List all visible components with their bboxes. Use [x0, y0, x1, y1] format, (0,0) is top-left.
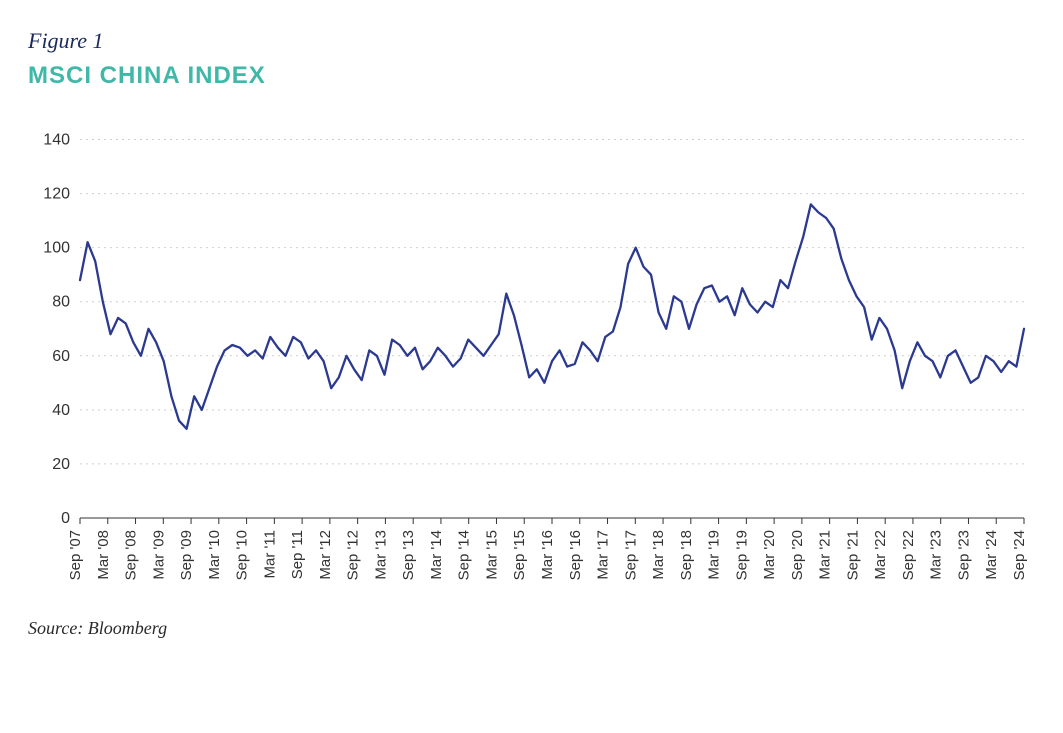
svg-text:0: 0: [61, 510, 70, 527]
svg-text:Mar '23: Mar '23: [928, 530, 945, 580]
svg-text:Sep '20: Sep '20: [789, 530, 806, 580]
svg-text:Mar '08: Mar '08: [95, 530, 112, 580]
svg-text:Sep '14: Sep '14: [456, 530, 473, 580]
svg-text:Mar '21: Mar '21: [817, 530, 834, 580]
svg-text:Sep '19: Sep '19: [733, 530, 750, 580]
svg-text:Sep '11: Sep '11: [289, 530, 306, 579]
svg-text:140: 140: [43, 132, 70, 149]
svg-text:Mar '17: Mar '17: [595, 530, 612, 580]
svg-text:Sep '10: Sep '10: [234, 530, 251, 580]
svg-text:Sep '07: Sep '07: [67, 530, 84, 580]
svg-text:Sep '23: Sep '23: [955, 530, 972, 580]
svg-text:Mar '22: Mar '22: [872, 530, 889, 580]
svg-text:Mar '24: Mar '24: [983, 530, 1000, 580]
svg-text:Mar '11: Mar '11: [261, 530, 278, 578]
svg-text:Mar '16: Mar '16: [539, 530, 556, 580]
svg-text:20: 20: [52, 456, 70, 473]
svg-text:Sep '08: Sep '08: [123, 530, 140, 580]
svg-text:Mar '13: Mar '13: [372, 530, 389, 580]
line-chart: 0 20 40 60 80 100 120 140 Sep '07 Mar '08 Sep '08 M…: [28, 118, 1035, 598]
svg-text:Sep '21: Sep '21: [844, 530, 861, 580]
figure-label: Figure 1: [28, 28, 1035, 54]
svg-text:Mar '20: Mar '20: [761, 530, 778, 580]
svg-text:Sep '16: Sep '16: [567, 530, 584, 580]
svg-text:80: 80: [52, 294, 70, 311]
svg-text:Sep '09: Sep '09: [178, 530, 195, 580]
svg-text:Sep '22: Sep '22: [900, 530, 917, 580]
svg-text:Mar '18: Mar '18: [650, 530, 667, 580]
chart-title: MSCI CHINA INDEX: [28, 62, 1035, 90]
svg-text:Sep '15: Sep '15: [511, 530, 528, 580]
svg-text:Sep '12: Sep '12: [345, 530, 362, 580]
chart-svg: 0 20 40 60 80 100 120 140 Sep '07 Mar '08 Sep '08 M…: [28, 118, 1028, 598]
svg-text:Sep '17: Sep '17: [622, 530, 639, 580]
svg-text:120: 120: [43, 186, 70, 203]
svg-text:Sep '18: Sep '18: [678, 530, 695, 580]
svg-text:Sep '24: Sep '24: [1011, 530, 1028, 580]
source-caption: Source: Bloomberg: [28, 618, 1035, 639]
svg-text:Mar '10: Mar '10: [206, 530, 223, 580]
svg-text:60: 60: [52, 348, 70, 365]
svg-text:Mar '09: Mar '09: [150, 530, 167, 580]
svg-text:100: 100: [43, 240, 70, 257]
svg-text:Sep '13: Sep '13: [400, 530, 417, 580]
svg-text:Mar '19: Mar '19: [706, 530, 723, 580]
svg-text:Mar '12: Mar '12: [317, 530, 334, 580]
svg-text:Mar '15: Mar '15: [483, 530, 500, 580]
svg-text:40: 40: [52, 402, 70, 419]
svg-text:Mar '14: Mar '14: [428, 530, 445, 580]
